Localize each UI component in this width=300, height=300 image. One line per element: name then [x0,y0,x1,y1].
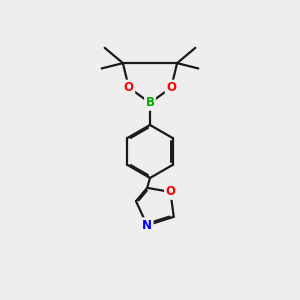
Text: N: N [142,219,152,232]
Text: B: B [146,96,154,110]
Text: O: O [166,185,176,199]
Text: O: O [166,81,176,94]
Text: O: O [124,81,134,94]
